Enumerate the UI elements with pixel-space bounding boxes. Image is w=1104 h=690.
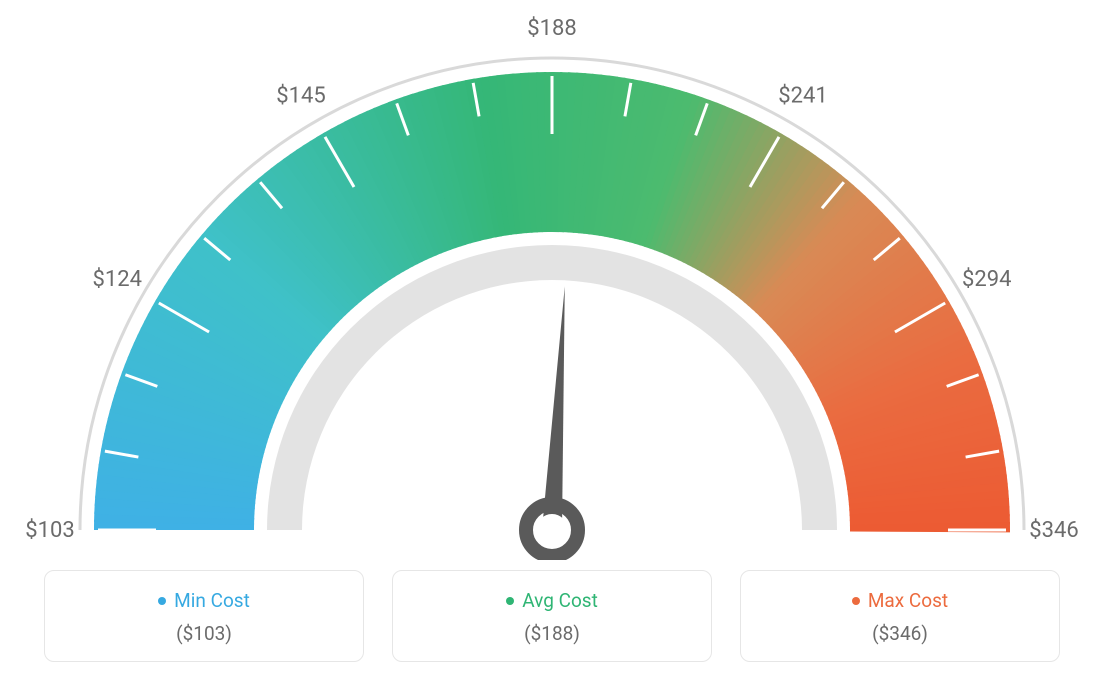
legend-title-avg: Avg Cost bbox=[506, 589, 598, 612]
legend-value-min: ($103) bbox=[55, 622, 353, 645]
legend-value-max: ($346) bbox=[751, 622, 1049, 645]
needle-hub-hole bbox=[536, 514, 568, 546]
legend-label-min: Min Cost bbox=[174, 589, 250, 612]
svg-text:$346: $346 bbox=[1029, 518, 1078, 543]
legend-dot-min bbox=[158, 597, 166, 605]
svg-text:$294: $294 bbox=[962, 267, 1011, 292]
svg-text:$241: $241 bbox=[778, 83, 827, 108]
legend-card-avg: Avg Cost ($188) bbox=[392, 570, 712, 662]
legend-title-max: Max Cost bbox=[852, 589, 948, 612]
legend-label-max: Max Cost bbox=[868, 589, 948, 612]
svg-text:$103: $103 bbox=[25, 518, 74, 543]
gauge-needle bbox=[542, 286, 565, 530]
cost-gauge: $103 $124 $145 $188 $241 $294 $346 bbox=[0, 0, 1104, 560]
legend-card-min: Min Cost ($103) bbox=[44, 570, 364, 662]
legend-title-min: Min Cost bbox=[158, 589, 250, 612]
legend-value-avg: ($188) bbox=[403, 622, 701, 645]
gauge-svg: $103 $124 $145 $188 $241 $294 $346 bbox=[0, 0, 1104, 560]
legend-card-max: Max Cost ($346) bbox=[740, 570, 1060, 662]
legend-dot-avg bbox=[506, 597, 514, 605]
legend-dot-max bbox=[852, 597, 860, 605]
legend-row: Min Cost ($103) Avg Cost ($188) Max Cost… bbox=[0, 570, 1104, 662]
svg-text:$124: $124 bbox=[93, 267, 142, 292]
legend-label-avg: Avg Cost bbox=[522, 589, 598, 612]
svg-text:$145: $145 bbox=[276, 83, 325, 108]
svg-text:$188: $188 bbox=[527, 16, 576, 41]
